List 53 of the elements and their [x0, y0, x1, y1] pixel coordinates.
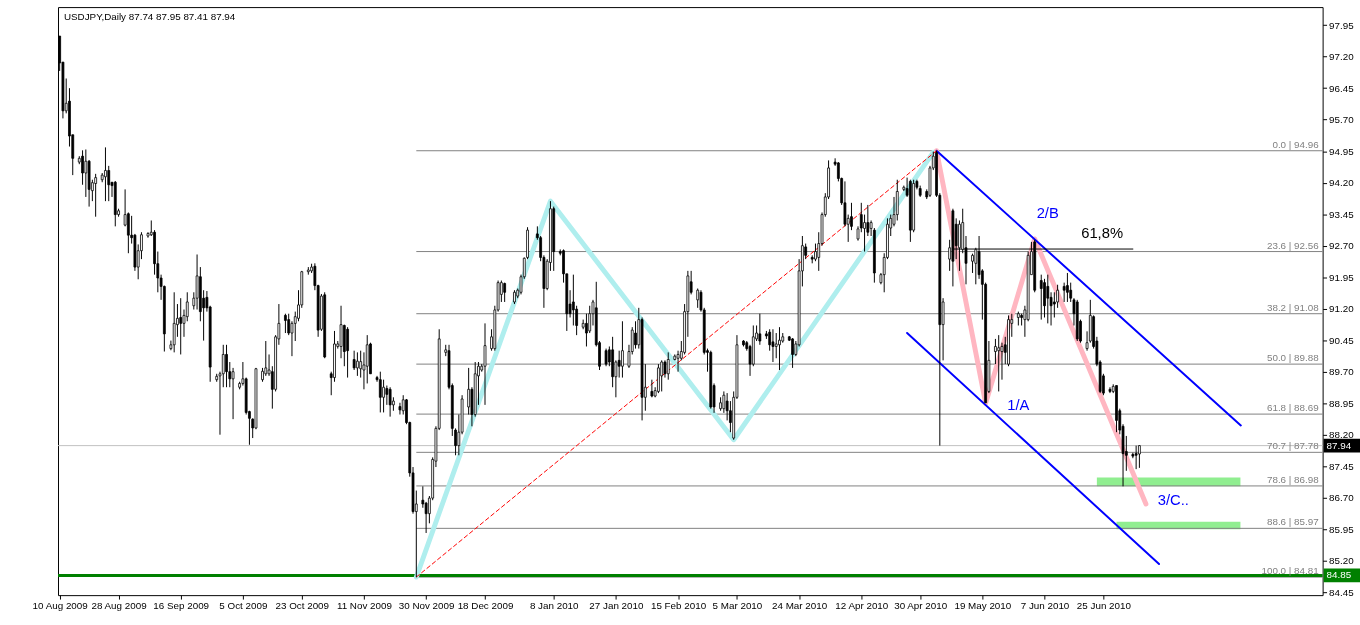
- ref-line-label: 50.0 | 89.88: [1266, 352, 1320, 364]
- y-tick-label: 97.20: [1329, 51, 1355, 63]
- x-tick-label: 5 Oct 2009: [219, 600, 268, 612]
- ref-line-label: 70.7 | 87.78: [1266, 440, 1320, 452]
- y-tick-label: 87.45: [1329, 460, 1355, 472]
- annotation: 2/B: [1036, 205, 1059, 222]
- x-tick-label: 19 May 2010: [954, 600, 1012, 612]
- y-tick-label: 94.20: [1329, 177, 1355, 189]
- y-tick-label: 91.20: [1329, 303, 1355, 315]
- x-tick-label: 28 Aug 2009: [91, 600, 147, 612]
- ref-line-label: 100.0 | 84.81: [1261, 565, 1319, 577]
- ref-line-label: 78.6 | 86.98: [1266, 473, 1320, 485]
- chart-title: USDJPY,Daily 87.74 87.95 87.41 87.94: [63, 10, 236, 22]
- x-tick-label: 18 Dec 2009: [457, 600, 514, 612]
- y-tick-label: 88.95: [1329, 397, 1355, 409]
- y-tick-label: 95.70: [1329, 114, 1355, 126]
- annotation: 1/A: [1007, 397, 1030, 414]
- x-tick-label: 5 Mar 2010: [712, 600, 763, 612]
- y-tick-label: 94.95: [1329, 145, 1355, 157]
- x-tick-label: 24 Mar 2010: [772, 600, 828, 612]
- ref-line-label: 61.8 | 88.69: [1266, 402, 1319, 414]
- x-tick-label: 27 Jan 2010: [589, 600, 644, 612]
- x-tick-label: 23 Oct 2009: [275, 600, 330, 612]
- x-tick-label: 30 Nov 2009: [398, 600, 455, 612]
- y-tick-label: 96.45: [1329, 82, 1355, 94]
- y-tick-label: 86.70: [1329, 492, 1355, 504]
- y-tick-label: 88.20: [1329, 429, 1355, 441]
- annotation: 3/C..: [1157, 491, 1189, 508]
- x-tick-label: 16 Sep 2009: [153, 600, 210, 612]
- x-tick-label: 8 Jan 2010: [529, 600, 580, 612]
- y-tick-label: 85.20: [1329, 555, 1355, 567]
- ref-line-label: 38.2 | 91.08: [1266, 301, 1320, 313]
- x-tick-label: 11 Nov 2009: [336, 600, 392, 612]
- y-tick-label: 90.45: [1329, 334, 1355, 346]
- y-tick-label: 84.45: [1329, 586, 1355, 598]
- y-tick-label: 91.95: [1329, 271, 1355, 283]
- y-tick-label: 93.45: [1329, 208, 1355, 220]
- x-tick-label: 7 Jun 2010: [1020, 600, 1070, 612]
- ref-line-label: 84.85: [1326, 569, 1352, 581]
- ref-line-label: 0.0 | 94.96: [1272, 138, 1320, 150]
- ref-line-label: 87.94: [1326, 439, 1352, 451]
- annotation: 61,8%: [1081, 225, 1124, 242]
- ref-line-label: 23.6 | 92.56: [1266, 239, 1320, 251]
- ref-line-label: 88.6 | 85.97: [1266, 516, 1319, 528]
- x-tick-label: 25 Jun 2010: [1076, 600, 1132, 612]
- x-tick-label: 10 Aug 2009: [32, 600, 88, 612]
- y-tick-label: 85.95: [1329, 523, 1355, 535]
- y-tick-label: 89.70: [1329, 366, 1355, 378]
- y-tick-label: 92.70: [1329, 240, 1355, 252]
- y-tick-label: 97.95: [1329, 19, 1355, 31]
- x-tick-label: 30 Apr 2010: [894, 600, 948, 612]
- x-tick-label: 15 Feb 2010: [650, 600, 707, 612]
- x-tick-label: 12 Apr 2010: [835, 600, 889, 612]
